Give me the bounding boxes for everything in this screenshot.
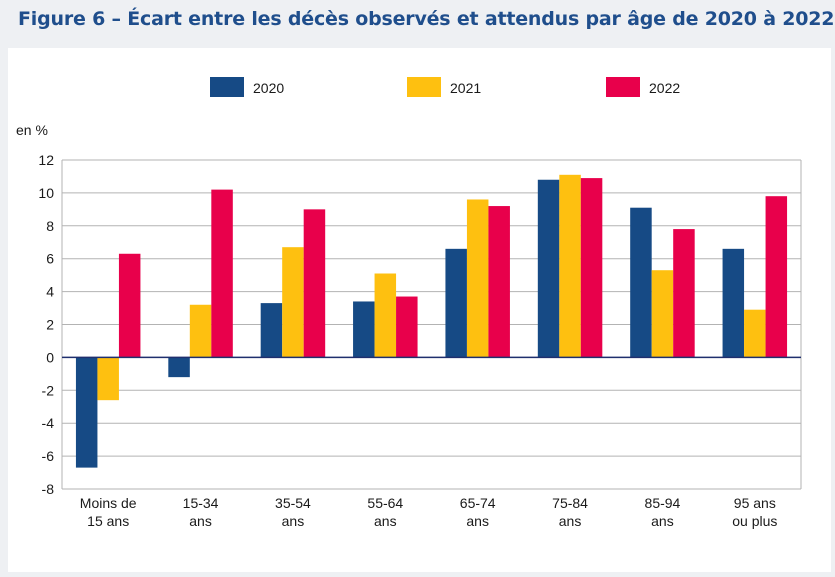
bar-2022 [396, 296, 418, 358]
figure-title: Figure 6 – Écart entre les décès observé… [18, 8, 835, 30]
bar-2022 [580, 178, 603, 358]
bar-2021 [466, 199, 489, 358]
bar-2021 [559, 174, 581, 358]
x-tick-label: 35-54 [275, 495, 311, 511]
bar-2022 [211, 189, 233, 358]
bar-2021 [97, 357, 119, 401]
bar-2020 [722, 248, 745, 358]
x-tick-label: 65-74 [460, 495, 496, 511]
legend-swatch-2020 [210, 77, 244, 97]
chart-panel: 12 10 8 6 4 2 0 -2 -4 -6 -8 en % Moins de 15 ans 15-34… [8, 48, 831, 572]
y-tick-label: 0 [46, 349, 54, 365]
legend-label-2020: 2020 [253, 80, 284, 96]
bar-2021 [189, 304, 212, 358]
y-axis-label: en % [16, 122, 48, 138]
x-tick-label: Moins de [80, 495, 137, 511]
x-tick-label: 75-84 [552, 495, 588, 511]
bar-2022 [673, 229, 695, 358]
y-tick-label: 2 [46, 317, 54, 333]
bar-2021 [744, 309, 766, 358]
bar-2022 [118, 253, 141, 358]
x-tick-label: ou plus [732, 513, 777, 529]
bar-2021 [374, 273, 397, 358]
y-tick-label: 12 [38, 152, 54, 168]
y-tick-label: -4 [42, 415, 55, 431]
legend-label-2022: 2022 [649, 80, 680, 96]
y-tick-label: 8 [46, 218, 54, 234]
legend-swatch-2021 [407, 77, 441, 97]
bar-2020 [75, 357, 98, 468]
x-tick-label: ans [466, 513, 489, 529]
bar-2021 [282, 247, 304, 358]
x-tick-label: 85-94 [645, 495, 681, 511]
bar-2022 [765, 196, 788, 358]
y-tick-label: -8 [42, 481, 55, 497]
x-tick-label: 15-34 [183, 495, 219, 511]
x-tick-label: ans [282, 513, 305, 529]
x-tick-label: ans [559, 513, 582, 529]
bar-2022 [303, 209, 326, 358]
x-tick-label: 55-64 [367, 495, 403, 511]
y-tick-label: 4 [46, 284, 54, 300]
bar-2020 [353, 301, 375, 358]
bar-chart: 12 10 8 6 4 2 0 -2 -4 -6 -8 en % Moins de 15 ans 15-34… [16, 77, 802, 529]
x-tick-label: ans [651, 513, 674, 529]
x-tick-label: 95 ans [734, 495, 776, 511]
y-tick-label: 6 [46, 251, 54, 267]
y-tick-label: 10 [38, 185, 54, 201]
x-tick-label: 15 ans [87, 513, 129, 529]
legend-label-2021: 2021 [450, 80, 481, 96]
legend-swatch-2022 [606, 77, 640, 97]
x-tick-label: ans [189, 513, 212, 529]
x-tick-label: ans [374, 513, 397, 529]
bar-2020 [168, 357, 190, 378]
y-tick-label: -2 [42, 382, 55, 398]
bar-2022 [488, 206, 510, 358]
bar-2020 [537, 179, 560, 358]
bar-2021 [651, 270, 674, 358]
bar-2020 [630, 207, 652, 358]
bar-2020 [445, 248, 467, 358]
y-tick-label: -6 [42, 448, 55, 464]
bar-2020 [260, 303, 283, 358]
